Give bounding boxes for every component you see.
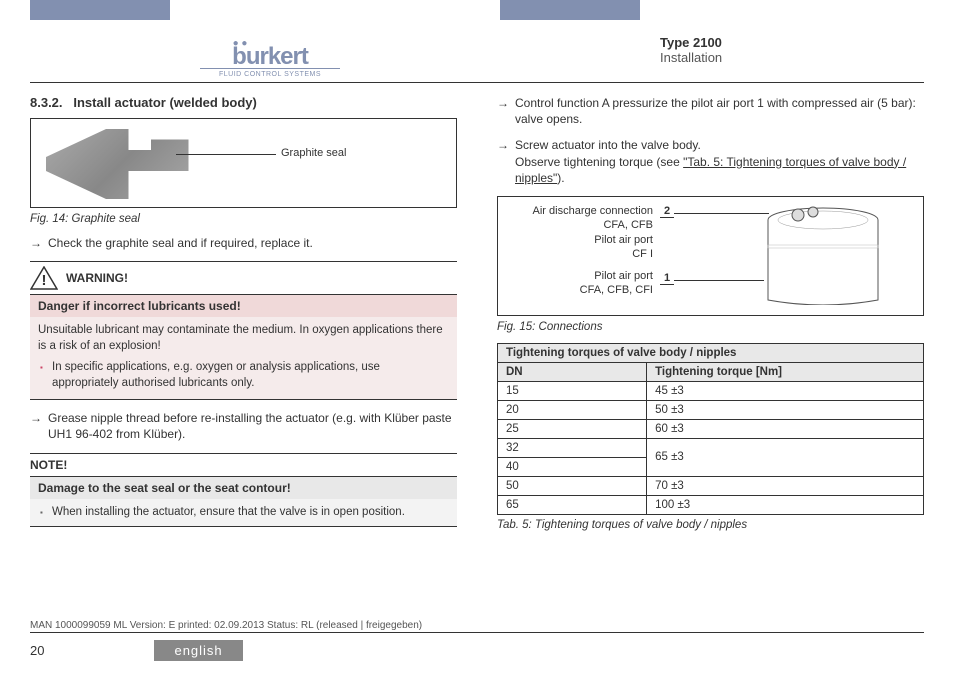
- warning-subtitle: Danger if incorrect lubricants used!: [30, 294, 457, 317]
- figure-14-label: Graphite seal: [281, 147, 346, 159]
- page-number: 20: [30, 643, 44, 658]
- table-row: 3265 ±3: [498, 438, 924, 457]
- brand-logo: ● ● burkert FLUID CONTROL SYSTEMS: [200, 35, 340, 78]
- step-pressurize: → Control function A pressurize the pilo…: [497, 95, 924, 127]
- table-row: 2560 ±3: [498, 419, 924, 438]
- callout-1: 1: [660, 272, 674, 285]
- table-row: 65100 ±3: [498, 495, 924, 514]
- note-subtitle: Damage to the seat seal or the seat cont…: [30, 476, 457, 499]
- note-title: NOTE!: [30, 453, 457, 476]
- svg-text:!: !: [42, 272, 47, 289]
- brand-tagline: FLUID CONTROL SYSTEMS: [219, 71, 321, 78]
- header-divider: [30, 82, 924, 83]
- section-heading: 8.3.2. Install actuator (welded body): [30, 95, 457, 110]
- warning-header: ! WARNING!: [30, 261, 457, 294]
- torque-table: Tightening torques of valve body / nippl…: [497, 343, 924, 515]
- footer-metadata: MAN 1000099059 ML Version: E printed: 02…: [30, 620, 924, 633]
- warning-title: WARNING!: [66, 271, 128, 285]
- brand-name: burkert: [232, 46, 308, 68]
- arrow-icon: →: [30, 235, 42, 251]
- arrow-icon: →: [30, 410, 42, 442]
- step-screw: → Screw actuator into the valve body. Ob…: [497, 137, 924, 186]
- note-body: When installing the actuator, ensure tha…: [30, 499, 457, 528]
- table-row: 2050 ±3: [498, 400, 924, 419]
- doc-type: Type 2100: [660, 35, 722, 50]
- step-grease: → Grease nipple thread before re-install…: [30, 410, 457, 442]
- table-row: 5070 ±3: [498, 476, 924, 495]
- warning-icon: !: [30, 266, 58, 290]
- arrow-icon: →: [497, 137, 509, 186]
- header-section: Type 2100 Installation: [660, 35, 722, 65]
- actuator-illustration: [753, 205, 893, 305]
- warning-bullet: In specific applications, e.g. oxygen or…: [38, 360, 449, 391]
- table-caption: Tab. 5: Tightening torques of valve body…: [497, 519, 924, 531]
- note-bullet: When installing the actuator, ensure tha…: [38, 505, 449, 521]
- header-accent-left: [30, 0, 170, 20]
- graphite-seal-illustration: [46, 129, 196, 199]
- col-dn: DN: [498, 362, 647, 381]
- figure-14-caption: Fig. 14: Graphite seal: [30, 213, 457, 225]
- figure-14: Graphite seal: [30, 118, 457, 208]
- table-row: 1545 ±3: [498, 381, 924, 400]
- callout-2: 2: [660, 205, 674, 218]
- figure-15-caption: Fig. 15: Connections: [497, 321, 924, 333]
- step-check-seal: → Check the graphite seal and if require…: [30, 235, 457, 251]
- col-torque: Tightening torque [Nm]: [647, 362, 924, 381]
- warning-body: Unsuitable lubricant may contaminate the…: [30, 317, 457, 400]
- page-footer: 20 english: [30, 640, 243, 661]
- figure-15-labels: Air discharge connectionCFA, CFB Pilot a…: [508, 205, 653, 298]
- doc-section: Installation: [660, 50, 722, 65]
- table-title: Tightening torques of valve body / nippl…: [498, 343, 924, 362]
- figure-15: Air discharge connectionCFA, CFB Pilot a…: [497, 196, 924, 316]
- header-accent-right: [500, 0, 640, 20]
- language-badge: english: [154, 640, 242, 661]
- arrow-icon: →: [497, 95, 509, 127]
